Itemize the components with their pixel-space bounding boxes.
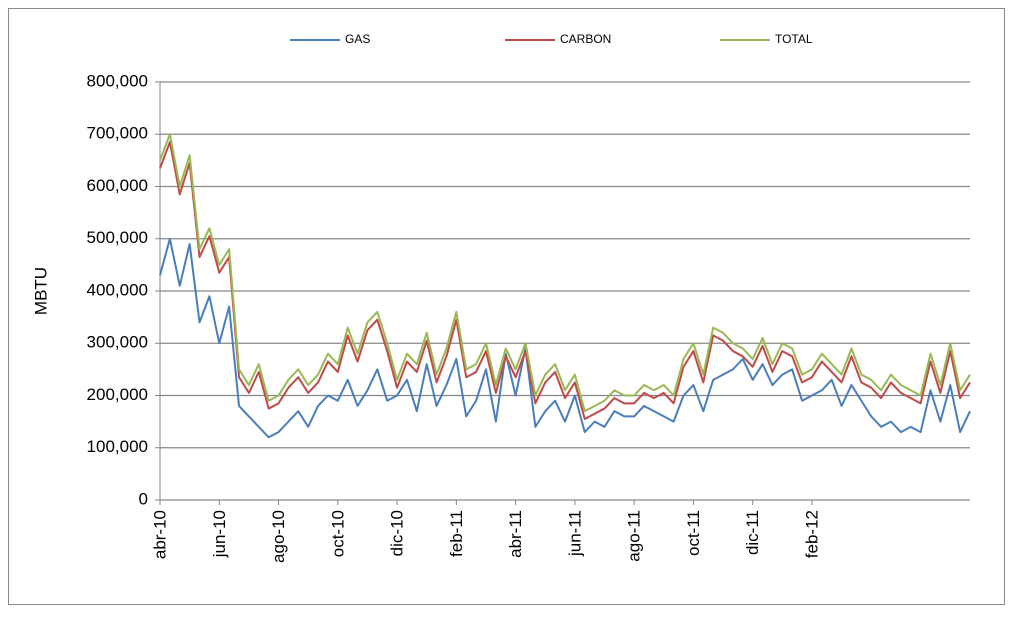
x-tick-label: abr-10	[150, 510, 169, 559]
legend-label: CARBON	[560, 32, 611, 46]
y-tick-label: 0	[139, 489, 148, 508]
chart-border	[8, 8, 1005, 605]
y-tick-label: 200,000	[87, 385, 148, 404]
x-tick-label: ago-11	[625, 510, 644, 562]
y-tick-label: 400,000	[87, 280, 148, 299]
x-tick-label: oct-11	[684, 510, 703, 556]
x-tick-label: jun-11	[565, 510, 584, 557]
x-tick-label: jun-10	[210, 510, 229, 558]
y-tick-label: 500,000	[87, 228, 148, 247]
series-line	[159, 237, 971, 439]
y-tick-label: 800,000	[87, 71, 148, 90]
x-tick-label: oct-10	[328, 510, 347, 557]
x-tick-label: dic-11	[743, 510, 762, 555]
x-tick-label: abr-11	[506, 510, 525, 558]
y-tick-label: 300,000	[87, 333, 148, 352]
x-tick-label: feb-12	[802, 510, 821, 558]
y-tick-label: 600,000	[87, 176, 148, 195]
y-tick-label: 700,000	[87, 124, 148, 143]
x-tick-label: ago-10	[269, 510, 288, 563]
legend-label: GAS	[345, 32, 370, 46]
y-tick-label: 100,000	[87, 437, 148, 456]
series-line	[159, 141, 971, 421]
y-axis-label: MBTU	[31, 267, 50, 315]
series-line	[159, 133, 971, 413]
x-tick-label: feb-11	[447, 510, 466, 557]
legend-label: TOTAL	[775, 32, 813, 46]
x-tick-label: dic-10	[388, 510, 407, 556]
